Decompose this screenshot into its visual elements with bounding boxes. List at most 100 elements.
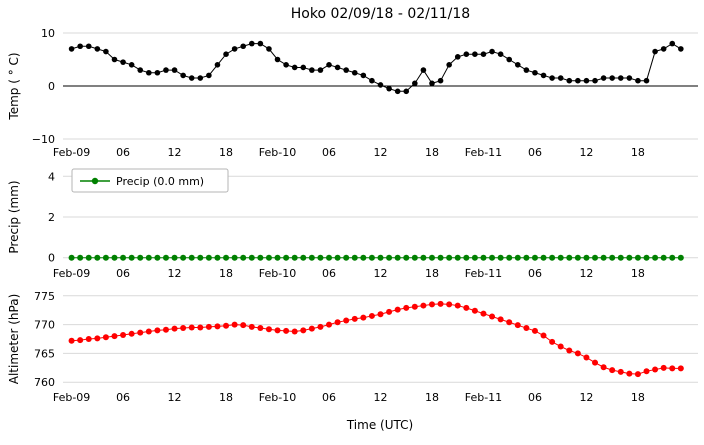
temperature-marker bbox=[120, 59, 126, 65]
altimeter-marker bbox=[609, 367, 616, 374]
temperature-marker bbox=[180, 72, 186, 79]
x-tick-label: Feb-09 bbox=[53, 146, 90, 159]
altimeter-marker bbox=[506, 319, 513, 326]
temperature-marker bbox=[626, 75, 633, 81]
altimeter-marker bbox=[111, 333, 118, 340]
altimeter-marker bbox=[454, 302, 461, 309]
temperature-marker bbox=[326, 62, 332, 68]
x-tick-label: 12 bbox=[168, 391, 182, 404]
altimeter-marker bbox=[231, 321, 238, 328]
precip-marker bbox=[351, 254, 358, 261]
temperature-marker bbox=[343, 67, 349, 73]
temperature-marker bbox=[643, 77, 650, 84]
altimeter-marker bbox=[274, 327, 281, 334]
precip-subplot: 0 2 4 Feb-09 06 12 18 Feb-10 06 12 18 Feb-11 06 12 18 P… bbox=[48, 168, 698, 280]
precip-marker bbox=[557, 254, 564, 261]
y-tick-label: 770 bbox=[34, 319, 55, 332]
x-tick-label: Feb-10 bbox=[259, 146, 296, 159]
temperature-marker bbox=[403, 88, 410, 95]
precip-marker bbox=[489, 254, 496, 261]
x-tick-label: 12 bbox=[168, 146, 182, 159]
precip-marker bbox=[257, 254, 264, 261]
x-tick-label: Feb-09 bbox=[53, 267, 90, 280]
x-tick-label: 12 bbox=[579, 146, 593, 159]
altimeter-marker bbox=[308, 325, 315, 332]
precip-marker bbox=[394, 254, 401, 261]
y-tick-label: 0 bbox=[48, 252, 55, 265]
precip-marker bbox=[240, 254, 247, 261]
altimeter-marker bbox=[120, 331, 127, 338]
y-tick-label: 0 bbox=[48, 80, 55, 93]
altimeter-marker bbox=[68, 337, 75, 344]
x-axis-label: Time (UTC) bbox=[346, 418, 414, 432]
temperature-marker bbox=[163, 67, 169, 73]
altimeter-marker bbox=[188, 324, 195, 331]
precip-marker bbox=[145, 254, 152, 261]
altimeter-marker bbox=[102, 334, 109, 341]
temperature-marker bbox=[223, 51, 229, 57]
precip-marker bbox=[205, 254, 212, 261]
x-tick-label: Feb-09 bbox=[53, 391, 90, 404]
temperature-marker bbox=[85, 43, 92, 50]
altimeter-marker bbox=[583, 354, 590, 361]
temperature-marker bbox=[197, 75, 204, 81]
precip-marker bbox=[77, 254, 84, 261]
altimeter-marker bbox=[77, 337, 84, 344]
temperature-marker bbox=[497, 51, 504, 57]
temperature-marker bbox=[557, 75, 564, 81]
altimeter-marker bbox=[428, 301, 435, 308]
temperature-marker bbox=[489, 48, 495, 55]
temperature-marker bbox=[351, 69, 358, 76]
precip-marker bbox=[171, 254, 178, 261]
precip-marker bbox=[677, 254, 684, 261]
altimeter-marker bbox=[360, 314, 367, 321]
precip-marker bbox=[506, 254, 513, 261]
temperature-marker bbox=[283, 62, 289, 68]
y-tick-label: 10 bbox=[41, 27, 55, 40]
temperature-marker bbox=[566, 77, 573, 84]
temperature-marker bbox=[188, 75, 195, 81]
temperature-marker bbox=[154, 69, 161, 76]
x-tick-label: 06 bbox=[322, 267, 336, 280]
temperature-marker bbox=[206, 72, 212, 79]
x-tick-label: Feb-10 bbox=[259, 267, 296, 280]
temperature-marker bbox=[412, 80, 418, 87]
x-tick-label: 18 bbox=[631, 146, 645, 159]
temperature-marker bbox=[592, 77, 598, 84]
altimeter-marker bbox=[471, 307, 478, 314]
altimeter-marker bbox=[643, 368, 650, 375]
temperature-marker bbox=[635, 77, 641, 84]
temperature-marker bbox=[248, 40, 255, 47]
temperature-marker bbox=[583, 77, 590, 84]
altimeter-marker bbox=[197, 324, 204, 331]
x-tick-label: Feb-11 bbox=[465, 391, 502, 404]
precip-marker bbox=[531, 254, 538, 261]
temperature-marker bbox=[386, 85, 392, 92]
precip-marker bbox=[317, 254, 324, 261]
precip-marker bbox=[540, 254, 547, 261]
altimeter-marker bbox=[531, 327, 538, 334]
precip-marker bbox=[583, 254, 590, 261]
precip-legend: Precip (0.0 mm) bbox=[71, 168, 229, 193]
altimeter-marker bbox=[523, 325, 530, 332]
precip-marker bbox=[68, 254, 75, 261]
y-tick-label: 775 bbox=[34, 290, 55, 303]
precip-marker bbox=[360, 254, 367, 261]
altimeter-marker bbox=[128, 330, 135, 337]
altimeter-marker bbox=[574, 350, 581, 357]
altimeter-marker bbox=[514, 322, 521, 329]
y-tick-label: 4 bbox=[48, 170, 55, 183]
temperature-marker bbox=[575, 77, 581, 84]
temperature-marker bbox=[309, 67, 315, 73]
temperature-marker bbox=[377, 82, 384, 88]
altimeter-marker bbox=[386, 308, 393, 315]
precip-marker bbox=[368, 254, 375, 261]
temperature-marker bbox=[360, 72, 367, 79]
precip-marker bbox=[463, 254, 470, 261]
altimeter-marker bbox=[257, 325, 264, 332]
x-tick-label: 06 bbox=[322, 146, 336, 159]
temperature-marker bbox=[300, 64, 307, 71]
precip-marker bbox=[497, 254, 504, 261]
precip-marker bbox=[326, 254, 333, 261]
x-tick-label: 18 bbox=[631, 267, 645, 280]
